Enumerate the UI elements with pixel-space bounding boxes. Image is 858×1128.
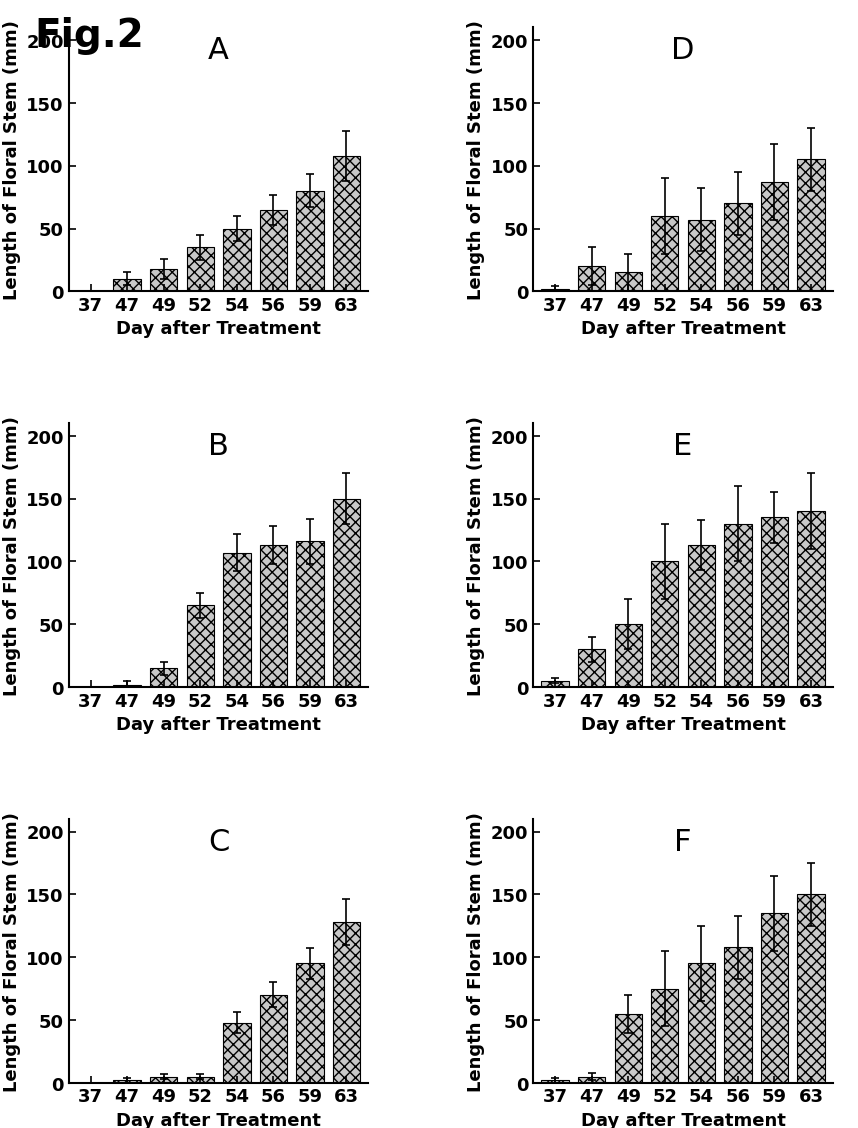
Bar [687,963,715,1083]
Bar [150,1076,178,1083]
Bar [723,204,751,292]
Text: E: E [673,432,692,460]
Bar [150,669,178,687]
Bar [723,525,751,687]
Bar [333,499,360,687]
Bar [614,273,642,292]
Y-axis label: Length of Floral Stem (mm): Length of Floral Stem (mm) [467,416,485,695]
Bar [614,625,642,687]
Bar [650,989,678,1083]
X-axis label: Day after Treatment: Day after Treatment [580,320,785,338]
Bar [296,541,323,687]
Y-axis label: Length of Floral Stem (mm): Length of Floral Stem (mm) [3,20,21,300]
X-axis label: Day after Treatment: Day after Treatment [580,1111,785,1128]
Bar [541,1081,568,1083]
X-axis label: Day after Treatment: Day after Treatment [116,716,321,733]
Bar [797,512,824,687]
Bar [760,914,788,1083]
Bar [541,290,568,292]
Text: Fig.2: Fig.2 [34,17,144,55]
X-axis label: Day after Treatment: Day after Treatment [116,1111,321,1128]
X-axis label: Day after Treatment: Day after Treatment [116,320,321,338]
Text: C: C [208,827,229,856]
Bar [113,685,141,687]
Bar [150,270,178,292]
Bar [113,280,141,292]
Bar [797,160,824,292]
Bar [223,1023,251,1083]
Text: D: D [671,36,694,65]
Bar [223,553,251,687]
Bar [186,248,214,292]
Y-axis label: Length of Floral Stem (mm): Length of Floral Stem (mm) [3,416,21,695]
Text: B: B [208,432,229,460]
Y-axis label: Length of Floral Stem (mm): Length of Floral Stem (mm) [3,811,21,1091]
Bar [577,1076,605,1083]
Bar [577,650,605,687]
Bar [333,923,360,1083]
Bar [614,1014,642,1083]
Bar [259,546,287,687]
Bar [577,266,605,292]
Bar [259,995,287,1083]
Bar [687,546,715,687]
Bar [333,157,360,292]
Bar [687,220,715,292]
Bar [296,192,323,292]
Bar [186,1076,214,1083]
Y-axis label: Length of Floral Stem (mm): Length of Floral Stem (mm) [467,20,485,300]
Bar [650,562,678,687]
Bar [797,895,824,1083]
Bar [541,681,568,687]
Bar [296,963,323,1083]
Bar [113,1081,141,1083]
X-axis label: Day after Treatment: Day after Treatment [580,716,785,733]
Bar [186,606,214,687]
Bar [259,210,287,292]
Bar [760,183,788,292]
Bar [760,518,788,687]
Text: F: F [674,827,692,856]
Bar [723,948,751,1083]
Bar [650,217,678,292]
Y-axis label: Length of Floral Stem (mm): Length of Floral Stem (mm) [467,811,485,1091]
Text: A: A [208,36,229,65]
Bar [223,229,251,292]
